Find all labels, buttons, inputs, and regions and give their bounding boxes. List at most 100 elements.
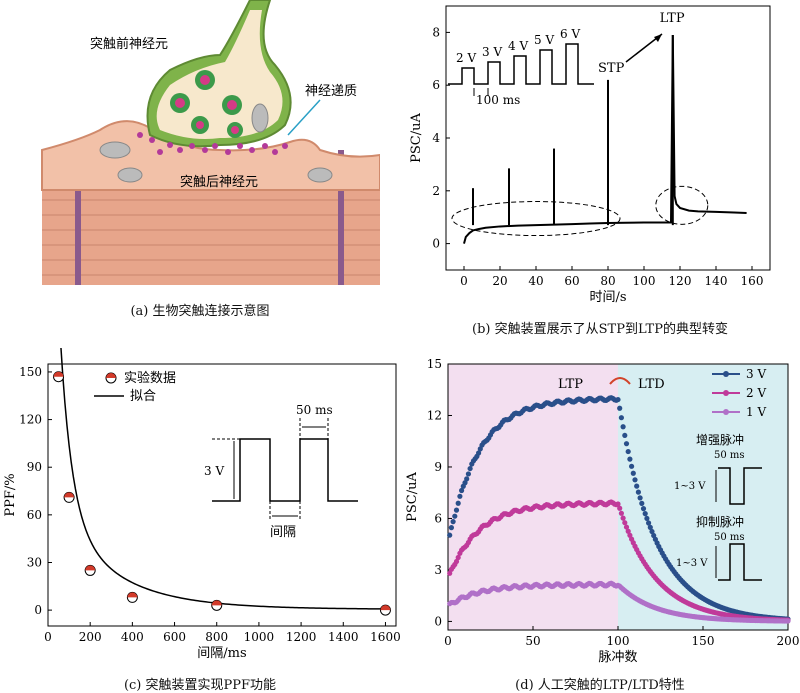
ppf-data-point-fill [127, 592, 138, 598]
ltd-point [629, 463, 635, 469]
ltp-point [448, 525, 454, 531]
legend-marker-fill [106, 373, 116, 378]
ltp-arrow-head [654, 34, 662, 42]
x-tick-label: 50 [525, 634, 540, 648]
ltp-point [452, 513, 458, 519]
pulse-label: 5 V [534, 33, 554, 47]
caption-d: (d) 人工突触的LTP/LTD特性 [515, 678, 685, 693]
pulse-label: 2 V [456, 51, 476, 65]
ppf-fit-curve [57, 305, 386, 610]
y-tick-label: 30 [27, 555, 42, 569]
x-tick-label: 200 [79, 630, 102, 644]
stp-ellipse [451, 201, 621, 237]
pulse-label: 3 V [482, 45, 502, 59]
ltd-point [635, 489, 641, 495]
amp-label: 3 V [204, 464, 224, 478]
ltd-point [632, 477, 638, 483]
chart-b: 0 20 40 60 80 100 120 140 160 0 2 4 6 8 时间/s PSC/uA 2 V 3… [409, 5, 771, 305]
ltd-point [785, 618, 791, 624]
y-axis-label: PSC/uA [409, 113, 424, 163]
y-axis-label: PPF/% [3, 473, 18, 516]
x-tick-label: 150 [692, 634, 715, 648]
ltd-point [617, 405, 623, 411]
x-tick-label: 0 [460, 274, 468, 288]
x-tick-label: 100 [607, 634, 630, 648]
y-tick-label: 8 [432, 25, 440, 39]
x-tick-label: 40 [528, 274, 543, 288]
y-tick-label: 9 [434, 460, 442, 474]
y-tick-label: 60 [27, 508, 42, 522]
y-axis-label: PSC/uA [405, 472, 420, 522]
x-tick-label: 120 [669, 274, 692, 288]
x-tick-label: 1000 [244, 630, 275, 644]
inset1-width: 50 ms [714, 450, 745, 461]
plot-frame [447, 363, 789, 631]
psc-trace [463, 35, 747, 244]
ltd-point [625, 528, 631, 534]
x-tick-label: 100 [633, 274, 656, 288]
inset2-title: 抑制脉冲 [696, 514, 744, 529]
ppf-data-point-fill [64, 492, 75, 498]
y-tick-label: 0 [434, 614, 442, 628]
x-tick-label: 160 [741, 274, 764, 288]
ltp-point [465, 471, 471, 477]
y-tick-label: 4 [432, 131, 440, 145]
inset2-width: 50 ms [714, 532, 745, 543]
x-tick-label: 400 [121, 630, 144, 644]
ppf-data-point-fill [53, 371, 64, 377]
ltp-point [453, 507, 460, 513]
ltp-point [615, 396, 621, 403]
ltd-point [646, 520, 652, 526]
x-tick-label: 1400 [328, 630, 359, 644]
ltp-point [457, 493, 463, 499]
ltp-ellipse [655, 185, 709, 225]
y-tick-label: 0 [432, 237, 440, 251]
ltp-label: LTP [558, 377, 583, 392]
legend-marker [723, 371, 729, 377]
y-tick-label: 150 [19, 365, 42, 379]
ppf-data-point-fill [85, 565, 96, 571]
y-tick-label: 12 [427, 408, 442, 422]
ltd-point [622, 520, 628, 526]
x-tick-label: 0 [44, 630, 52, 644]
ltd-point [639, 500, 645, 506]
panel-a: 突触前神经元 神经递质 突触后神经元 [20, 0, 381, 300]
x-tick-label: 600 [163, 630, 186, 644]
ltd-point [642, 511, 648, 517]
x-axis-label: 间隔/ms [197, 646, 246, 661]
ltd-point [620, 424, 626, 430]
ltp-point [476, 450, 482, 456]
neurotransmitter-dots [137, 132, 288, 155]
ltd-point [630, 470, 636, 476]
ltd-point [617, 505, 623, 511]
y-tick-label: 6 [434, 511, 442, 525]
neurotransmitter-label: 神经递质 [305, 84, 357, 99]
ltd-point [625, 448, 631, 455]
y-tick-label: 3 [434, 563, 442, 577]
inset2-amp: 1~3 V [676, 558, 708, 569]
ltp-point [455, 554, 461, 561]
panel-c: 0 200 400 600 800 1000 1200 1400 1600 0 30 60 90 120 1… [0, 305, 401, 670]
legend-marker [723, 409, 729, 415]
depression-pulse [718, 543, 762, 581]
ltd-label: LTD [638, 377, 665, 392]
x-axis-label: 时间/s [589, 290, 626, 305]
x-tick-label: 1600 [370, 630, 400, 644]
ltp-label: LTP [660, 11, 685, 26]
gap-label: 间隔 [270, 525, 296, 540]
chart-c: 0 200 400 600 800 1000 1200 1400 1600 0 30 60 90 120 1… [3, 305, 401, 661]
y-tick-label: 2 [432, 184, 440, 198]
y-tick-label: 0 [34, 603, 42, 617]
caption-a: (a) 生物突触连接示意图 [130, 304, 270, 319]
caption-b: (b) 突触装置展示了从STP到LTP的典型转变 [472, 322, 728, 337]
ltp-point [453, 558, 460, 565]
chart-d: 0 50 100 150 200 0 3 6 9 12 15 脉冲数 PSC/uA 3 V 2 V 1 V LT… [405, 357, 799, 665]
y-tick-label: 15 [427, 357, 442, 371]
ltd-point [618, 415, 624, 421]
muscle-tissue [42, 185, 380, 285]
panel-b: 0 20 40 60 80 100 120 140 160 0 2 4 6 8 时间/s PSC/uA 2 V 3… [400, 0, 800, 320]
ltp-region [448, 364, 618, 630]
pulse-label: 4 V [508, 39, 528, 53]
ltd-point [620, 515, 626, 521]
ppf-pulse-pair [212, 438, 358, 502]
